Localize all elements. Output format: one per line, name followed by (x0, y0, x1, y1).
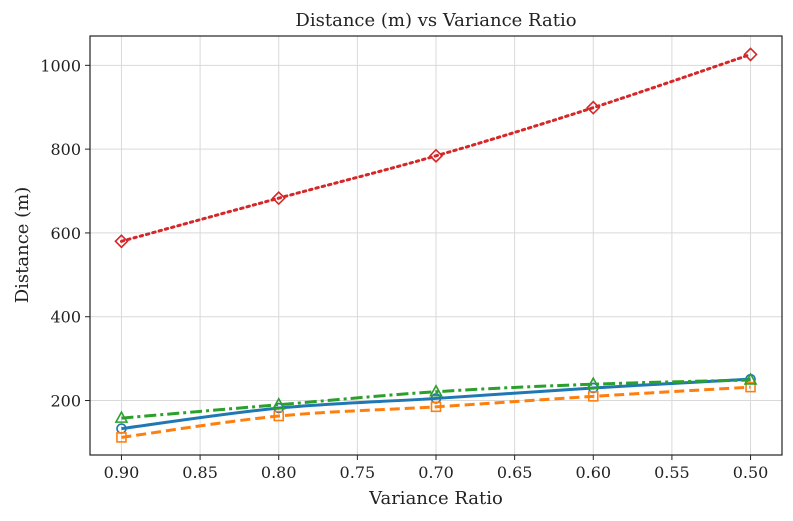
series-group (114, 372, 758, 423)
x-tick-label: 0.55 (654, 463, 690, 482)
y-tick-label: 800 (50, 140, 81, 159)
series-line (119, 52, 753, 243)
data-point (429, 384, 443, 397)
y-tick-label: 1000 (40, 56, 81, 75)
data-point (271, 191, 286, 206)
data-point (745, 381, 756, 393)
data-point (114, 234, 129, 249)
x-tick-label: 0.75 (340, 463, 376, 482)
data-point (743, 47, 758, 62)
data-point (114, 410, 129, 423)
data-point (743, 372, 758, 385)
series-line (121, 385, 751, 439)
data-point (586, 100, 601, 115)
y-tick-label: 600 (50, 224, 81, 243)
data-point (428, 148, 444, 163)
data-point (273, 410, 285, 422)
data-point (430, 401, 442, 413)
series-line (121, 377, 751, 431)
y-axis-label: Distance (m) (12, 187, 33, 304)
series-group (114, 47, 758, 249)
y-tick-label: 400 (50, 308, 81, 327)
x-tick-label: 0.50 (733, 463, 769, 482)
x-axis-label: Variance Ratio (368, 488, 503, 509)
x-tick-label: 0.65 (497, 463, 533, 482)
x-tick-label: 0.80 (261, 463, 297, 482)
x-tick-label: 0.60 (575, 463, 611, 482)
chart-title: Distance (m) vs Variance Ratio (295, 10, 576, 31)
x-tick-label: 0.85 (182, 463, 218, 482)
data-point (116, 432, 127, 443)
series-group (116, 381, 756, 443)
x-tick-label: 0.90 (104, 463, 140, 482)
data-point (271, 397, 286, 410)
axis-ticks: 0.90 0.85 0.80 0.75 0.70 0.65 0.60 0.55 0.50 200 4… (40, 56, 768, 482)
x-tick-label: 0.70 (418, 463, 454, 482)
data-point (586, 376, 601, 389)
series-line (121, 378, 751, 420)
y-tick-label: 200 (50, 392, 81, 411)
data-point (587, 391, 599, 402)
series-layer (114, 47, 758, 443)
